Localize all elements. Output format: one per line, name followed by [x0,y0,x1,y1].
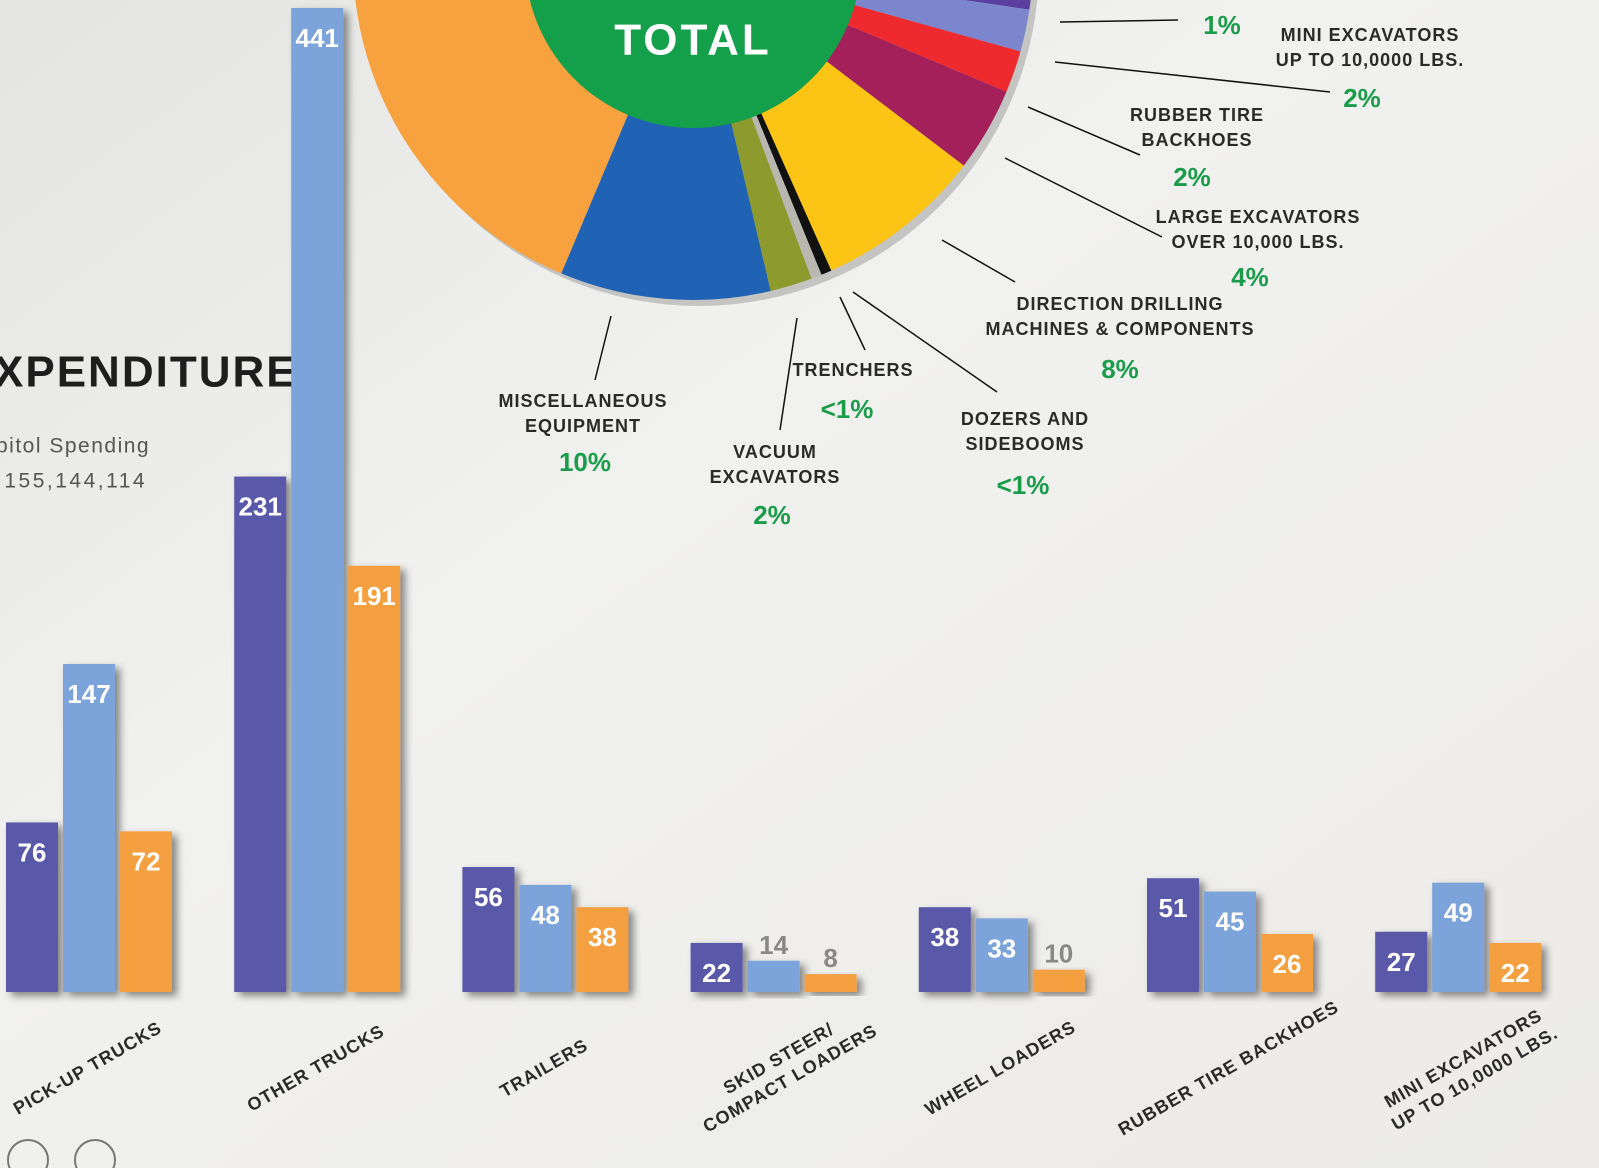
slice-value-label: 1% [1203,10,1241,40]
bar [234,477,286,992]
bar [1033,970,1085,992]
bar-value-label: 38 [588,922,617,952]
bar-value-label: 38 [930,922,959,952]
slice-value-label: 2% [753,500,791,530]
slice-label: EQUIPMENT [525,416,641,436]
bar-value-label: 72 [132,846,161,876]
bar-value-label: 76 [18,837,47,867]
slice-label: UP TO 10,0000 LBS. [1276,50,1464,70]
slice-value-label: 10% [559,447,611,477]
bar-value-label: 191 [353,581,396,611]
page: XPENDITURES: pitol Spending ,155,144,114… [0,0,1599,1168]
bar [348,566,400,992]
slice-label: MACHINES & COMPONENTS [985,319,1254,339]
bar-value-label: 8 [823,943,837,973]
slice-label: RUBBER TIRE [1130,105,1264,125]
slice-value-label: 2% [1173,162,1211,192]
slice-label: EXCAVATORS [710,467,841,487]
slice-label: SIDEBOOMS [965,434,1084,454]
bar-value-label: 45 [1216,907,1245,937]
slice-label: BACKHOES [1141,130,1252,150]
bar-value-label: 22 [1501,958,1530,988]
bar-value-label: 22 [702,958,731,988]
slice-label: MINI EXCAVATORS [1281,25,1460,45]
infographic: XPENDITURES: pitol Spending ,155,144,114… [0,0,1599,1168]
bar [805,974,857,992]
subtext: pitol Spending [0,435,150,458]
slice-label: OVER 10,000 LBS. [1171,232,1344,252]
bar-value-label: 56 [474,882,503,912]
bar-value-label: 441 [296,23,339,53]
bar-value-label: 147 [67,679,110,709]
slice-label: VACUUM [733,442,817,462]
slice-label: DIRECTION DRILLING [1017,294,1224,314]
slice-value-label: <1% [997,470,1050,500]
donut-center-label: TOTAL [614,16,772,65]
slice-label: LARGE EXCAVATORS [1156,207,1361,227]
bar-value-label: 231 [239,492,282,522]
bar-value-label: 10 [1044,939,1073,969]
bar-value-label: 27 [1387,947,1416,977]
slice-value-label: 8% [1101,354,1139,384]
slice-value-label: <1% [821,394,874,424]
bar [748,961,800,992]
bar [291,8,343,992]
bar [63,664,115,992]
bar-value-label: 51 [1159,893,1188,923]
bar-value-label: 33 [987,933,1016,963]
slice-label: DOZERS AND [961,409,1089,429]
slice-label: TRENCHERS [792,360,913,380]
slice-value-label: 4% [1231,262,1269,292]
bar-value-label: 26 [1273,949,1302,979]
slice-label: MISCELLANEOUS [498,391,667,411]
slice-value-label: 2% [1343,83,1381,113]
bar-value-label: 49 [1444,898,1473,928]
bar-value-label: 14 [759,930,788,960]
subtext: ,155,144,114 [0,470,147,493]
bar-value-label: 48 [531,900,560,930]
